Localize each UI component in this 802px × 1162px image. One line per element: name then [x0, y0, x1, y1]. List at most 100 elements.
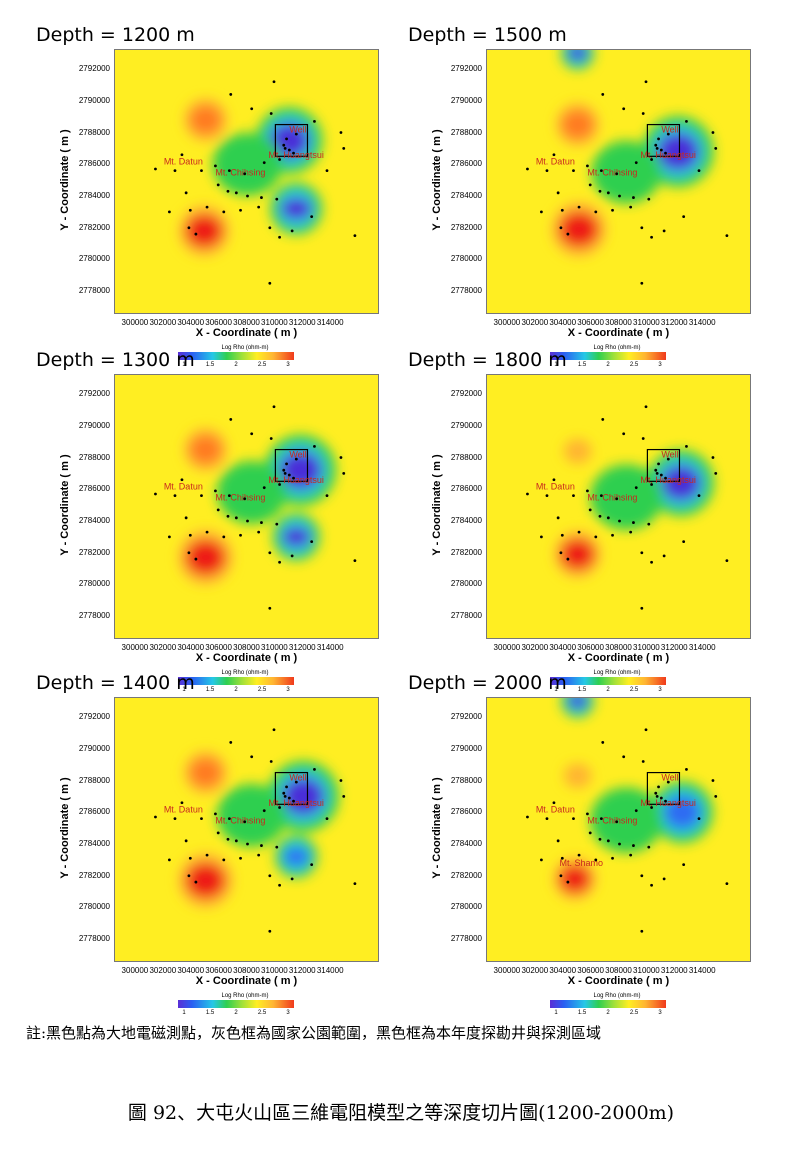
colorbar-tick-label: 2	[606, 687, 610, 693]
mt-station-point	[552, 153, 556, 157]
resistivity-anomaly	[190, 106, 221, 134]
mt-station-point	[611, 208, 614, 212]
x-tick-label: 302000	[521, 643, 549, 652]
resistivity-anomaly	[280, 197, 312, 220]
mt-station-point	[282, 791, 286, 795]
y-tick-label: 2792000	[450, 712, 482, 722]
mountain-label: Mt. Huangtsui	[268, 475, 324, 485]
mt-station-point	[339, 131, 343, 134]
mt-station-point	[664, 476, 667, 480]
y-tick-label: 2790000	[450, 95, 482, 105]
y-tick-label: 2786000	[78, 807, 110, 817]
y-tick-label: 2780000	[78, 902, 110, 912]
colorbar-tick-label: 1.5	[205, 1010, 215, 1016]
colorbar	[178, 677, 294, 685]
mt-station-point	[632, 521, 635, 524]
mt-station-point	[184, 516, 188, 520]
depth-slice-panel: Depth = 1500 m 2792000 2790000 2788000 27860…	[402, 20, 782, 368]
x-tick-label: 302000	[149, 318, 177, 327]
mountain-label: Mt. Huangtsui	[268, 150, 324, 160]
colorbar-tick-label: 2	[234, 362, 238, 368]
x-tick-label: 300000	[493, 318, 521, 327]
mt-station-point	[268, 874, 272, 878]
mt-station-point	[342, 794, 346, 798]
y-tick-label: 2786000	[450, 159, 482, 169]
x-axis-label: X - Coordinate ( m )	[195, 975, 298, 987]
resistivity-anomaly	[590, 787, 663, 853]
mt-station-point	[598, 837, 602, 841]
mt-station-point	[615, 172, 619, 176]
mt-station-point	[292, 476, 295, 480]
mt-station-point	[250, 432, 254, 436]
mt-station-point	[659, 148, 663, 152]
resistivity-anomaly	[186, 214, 223, 248]
resistivity-anomaly	[283, 847, 309, 866]
mt-station-point	[342, 146, 346, 150]
mt-station-point	[697, 817, 701, 820]
colorbar-tick-label: 1	[182, 1010, 186, 1016]
mt-station-point	[353, 559, 357, 563]
y-axis-label: Y - Coordinate ( m )	[431, 777, 443, 879]
mt-station-point	[588, 183, 592, 187]
resistivity-anomaly	[186, 539, 226, 576]
mt-station-point	[659, 796, 663, 800]
mt-station-point	[222, 858, 226, 862]
mountain-label: Well	[661, 773, 678, 783]
y-tick-label: 2790000	[450, 420, 482, 430]
mt-station-point	[200, 817, 203, 820]
x-axis-label: X - Coordinate ( m )	[567, 652, 670, 664]
mt-station-point	[268, 226, 272, 230]
mt-station-point	[214, 164, 217, 168]
mt-station-point	[272, 405, 276, 409]
mountain-label: Mt. Chihsing	[587, 167, 637, 177]
mt-station-point	[618, 194, 621, 198]
mt-station-point	[640, 226, 644, 230]
mt-station-point	[250, 755, 254, 759]
mt-station-point	[216, 831, 220, 835]
mt-station-point	[285, 137, 288, 141]
colorbar-tick-label: 2.5	[629, 362, 639, 368]
mt-station-point	[545, 169, 549, 172]
mt-station-point	[725, 882, 729, 886]
mountain-label: Well	[661, 450, 678, 460]
x-tick-label: 310000	[633, 643, 660, 652]
mt-station-point	[250, 107, 254, 111]
x-tick-label: 306000	[205, 643, 232, 652]
mt-station-point	[167, 210, 171, 214]
colorbar-tick-label: 2.5	[257, 1010, 267, 1016]
x-axis-label: X - Coordinate ( m )	[567, 327, 670, 339]
mt-station-point	[559, 226, 563, 230]
mt-station-point	[313, 445, 316, 448]
resistivity-anomaly	[657, 132, 699, 171]
y-tick-label: 2786000	[450, 484, 482, 494]
mt-station-point	[647, 845, 651, 849]
mt-station-point	[526, 492, 529, 496]
mt-station-point	[325, 494, 329, 497]
mt-station-point	[622, 432, 626, 436]
mt-station-point	[664, 151, 667, 155]
colorbar-tick-label: 2	[234, 1010, 238, 1016]
y-tick-label: 2792000	[450, 64, 482, 74]
mt-station-point	[310, 540, 314, 544]
mt-station-point	[654, 143, 658, 147]
mt-station-point	[618, 519, 621, 523]
y-tick-label: 2784000	[78, 838, 110, 848]
y-axis-label: Y - Coordinate ( m )	[431, 129, 443, 231]
mt-station-point	[586, 164, 589, 168]
x-tick-label: 310000	[633, 318, 660, 327]
mt-station-point	[539, 858, 543, 862]
resistivity-anomaly	[562, 110, 593, 139]
mt-station-point	[599, 494, 603, 497]
mt-station-point	[180, 153, 184, 157]
mt-station-point	[187, 226, 191, 230]
mountain-label: Mt. Chihsing	[215, 167, 265, 177]
y-axis-label: Y - Coordinate ( m )	[59, 454, 71, 556]
mt-station-point	[229, 418, 233, 421]
mt-station-point	[246, 194, 249, 198]
mt-station-point	[290, 229, 294, 233]
x-tick-label: 306000	[577, 966, 604, 975]
mt-station-point	[292, 151, 295, 155]
